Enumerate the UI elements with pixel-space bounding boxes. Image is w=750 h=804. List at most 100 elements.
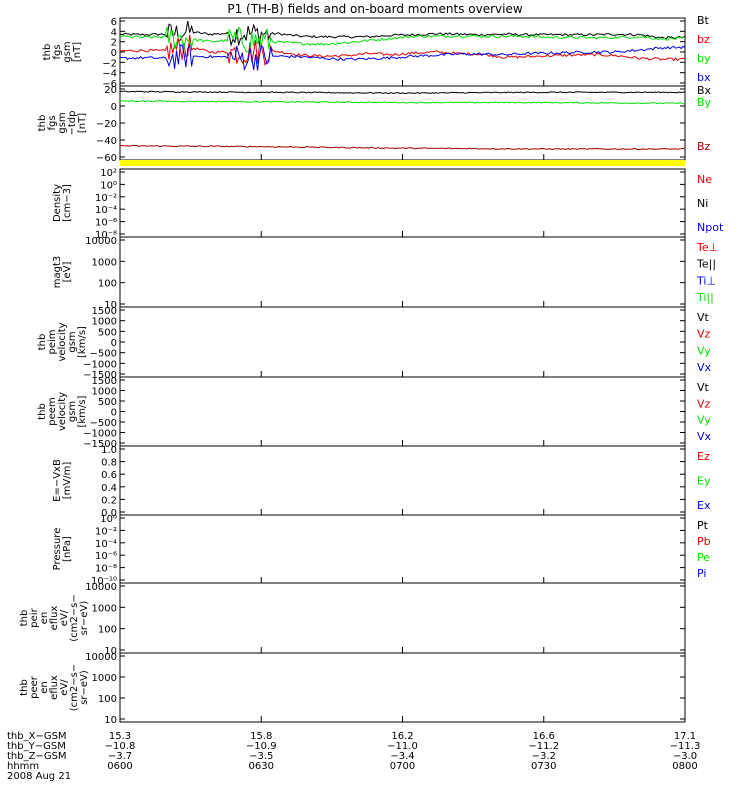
y-axis-label: magt3[eV] [52,256,73,289]
legend-bz: bz [697,33,710,46]
legend-2: Pe [697,551,710,564]
y-tick-label: −1500 [83,370,117,381]
y-tick-label: 6 [111,17,117,28]
legend-0: Pt [697,519,709,532]
y-tick-label: 10 [104,300,117,311]
series-line-bx [119,43,686,72]
y-tick-label: 1500 [92,376,117,387]
y-tick-label: 10⁻⁴ [95,539,117,550]
y-axis-label: thbpeirenefluxeV/(cm2−s−sr−eV) [19,594,90,641]
series-line-bt [119,20,686,47]
y-tick-label: 10000 [85,652,117,663]
y-axis-label-line: gsm [62,41,73,62]
y-axis-label: E=−VxB[mV/m] [52,459,73,502]
y-tick-label: −1000 [83,429,117,440]
y-axis-label-line: fgs [52,44,63,59]
y-tick-label: 10⁰ [100,514,117,525]
xaxis-value: 0630 [249,761,274,772]
legend-0: Te⊥ [696,241,718,254]
y-tick-label: −2 [102,58,117,69]
series-line-by [119,26,686,53]
y-tick-label: −500 [90,349,117,360]
legend-3: Pi [697,567,706,580]
legend-2: Npot [697,221,724,234]
y-axis-label-line: magt3 [52,256,63,289]
y-tick-label: 10⁻⁸ [95,230,117,241]
panel-10: 10000 1000 100 10 thbpeerenefluxeV/(cm2−s−sr… [19,652,686,726]
panel-4: 10000 1000 100 10 magt3[eV] Te⊥ Te|| Ti⊥ Ti|| [52,236,718,311]
legend-2: Ex [697,499,711,512]
y-axis-label-line: [km/s] [77,326,88,358]
y-tick-label: −40 [96,136,117,147]
y-axis-label: Density[cm−3] [52,184,73,222]
legend-0: Ez [697,450,710,463]
y-axis-label-line: peim [47,329,58,354]
xaxis-value: −3.5 [249,751,273,762]
panel-frame [119,17,686,87]
y-axis-label-line: velocity [57,392,68,431]
y-axis-label: thbpeimvelocitygsm[km/s] [37,322,88,361]
y-tick-label: 10⁰ [100,180,117,191]
y-axis-label-line: gsm [57,112,68,133]
legend-1: Ey [697,475,711,488]
panel-9: 10000 1000 100 10 thbpeirenefluxeV/(cm2−s−sr… [19,582,686,657]
y-axis-label-line: thb [37,334,48,351]
panel-frame [119,652,686,723]
y-tick-label: 100 [98,625,117,636]
y-axis-label-line: (cm2−s− [69,594,80,641]
series-line-bz [119,34,686,67]
plot-title: P1 (TH-B) fields and on-board moments ov… [227,2,523,16]
y-tick-label: −1500 [83,439,117,450]
y-tick-label: 20 [104,85,117,96]
legend-1: Vz [697,397,711,410]
y-axis-label: thbpeerenefluxeV/(cm2−s−sr−eV) [19,664,90,711]
y-tick-label: 0 [111,408,117,419]
legend-bt: Bt [697,14,710,27]
xaxis-value: −3.7 [108,751,132,762]
panel-frame [119,445,686,516]
legend-3: Vx [697,430,712,443]
legend-bz: Bz [697,140,711,153]
xaxis-value: −11.0 [387,741,418,752]
y-tick-label: 10² [100,168,117,179]
y-tick-label: −4 [102,69,117,80]
y-axis-label-line: thb [19,679,30,696]
xaxis-value: −3.0 [673,751,697,762]
legend-0: Vt [697,381,710,394]
xaxis-value: −10.8 [105,741,136,752]
xaxis-value: 17.1 [674,731,696,742]
y-tick-label: −500 [90,418,117,429]
y-tick-label: 1500 [92,306,117,317]
y-tick-label: 100 [98,694,117,705]
y-axis-label: thbfgsgsm[nT] [42,41,83,62]
panel-frame [119,168,686,238]
y-tick-label: 10⁻² [95,526,117,537]
y-axis-label-line: gsm [67,331,78,352]
y-axis-label-line: Density [52,184,63,222]
panel-frame [119,582,686,654]
y-axis-label-line: fgs [47,115,58,130]
y-axis-label-line: (cm2−s− [69,664,80,711]
xaxis-value: 15.8 [250,731,272,742]
xaxis-value: 0600 [107,761,132,772]
y-axis-label-line: Pressure [52,528,63,571]
legend-bx: bx [697,71,711,84]
y-axis-label-line: en [39,612,50,625]
series-line-bz [119,144,686,151]
y-tick-label: 1000 [92,387,117,398]
status-bar [120,160,685,166]
xaxis-row-label: 2008 Aug 21 [7,771,71,782]
xaxis-value: 16.2 [391,731,413,742]
y-axis-label-line: eV/ [59,679,70,696]
legend-bx: Bx [697,84,712,97]
y-tick-label: 0.4 [101,483,117,494]
y-tick-label: 0 [111,338,117,349]
y-tick-label: 100 [98,279,117,290]
y-axis-label-line: [nT] [77,113,88,133]
xaxis-value: 0730 [531,761,556,772]
y-axis-label-line: en [39,681,50,694]
y-axis-label-line: peem [47,397,58,425]
